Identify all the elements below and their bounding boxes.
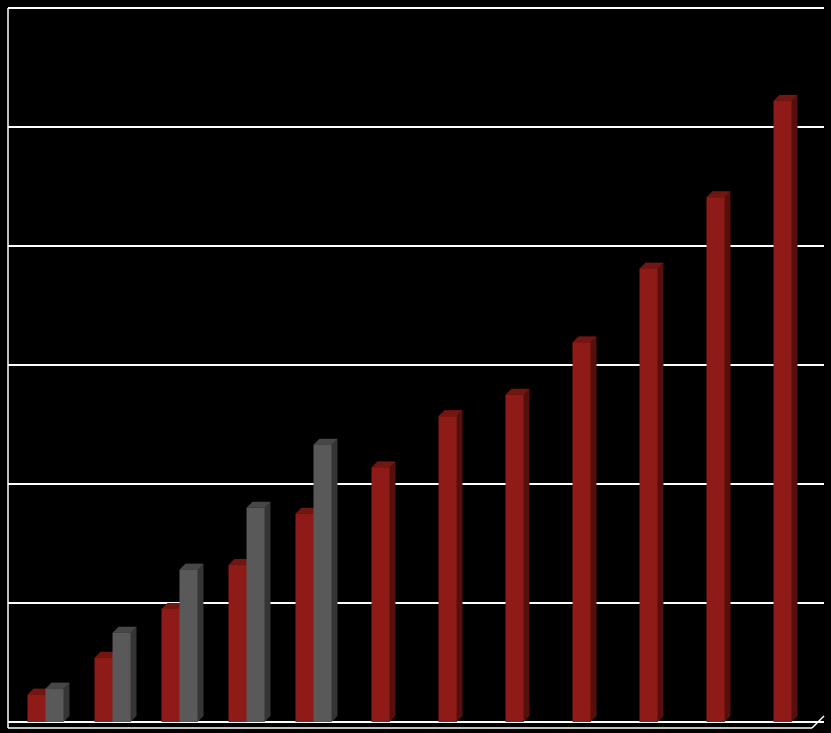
bar	[572, 336, 597, 722]
bar-front	[572, 342, 591, 722]
bar-side	[264, 501, 271, 722]
bar-front	[161, 608, 180, 722]
bar-side	[389, 461, 396, 722]
bar	[438, 410, 463, 722]
bar-side	[331, 438, 338, 722]
bar	[246, 501, 271, 722]
bar-top	[773, 94, 798, 101]
bar-top	[45, 682, 70, 689]
bar-front	[295, 513, 314, 722]
bar-front	[505, 394, 524, 722]
bar-front	[371, 467, 390, 722]
bar	[45, 682, 70, 722]
bar-side	[791, 94, 798, 722]
bar-top	[639, 262, 664, 269]
bar-top	[438, 410, 463, 417]
bar-front	[438, 416, 457, 722]
bar-front	[112, 632, 131, 722]
bar-side	[724, 191, 731, 722]
bar	[773, 94, 798, 722]
bar-top	[246, 501, 271, 508]
bar-side	[456, 410, 463, 722]
bar-front	[94, 657, 113, 722]
bar	[371, 461, 396, 722]
bar	[112, 626, 137, 722]
bar-side	[590, 336, 597, 722]
bar-front	[246, 507, 265, 722]
bar-top	[313, 438, 338, 445]
bar-side	[523, 388, 530, 722]
bar-top	[572, 336, 597, 343]
bar-top	[505, 388, 530, 395]
bar-top	[706, 191, 731, 198]
bar-front	[27, 694, 46, 722]
bar	[179, 563, 204, 722]
bar	[313, 438, 338, 722]
bar-front	[228, 564, 247, 722]
bar-side	[63, 682, 70, 722]
bar	[505, 388, 530, 722]
bar-front	[773, 100, 792, 722]
bar-front	[179, 569, 198, 722]
bar-front	[45, 688, 64, 722]
bar-top	[371, 461, 396, 468]
bar-top	[179, 563, 204, 570]
bar-front	[313, 444, 332, 722]
bar-side	[657, 262, 664, 722]
bar	[706, 191, 731, 722]
bar-front	[639, 268, 658, 722]
bar	[639, 262, 664, 722]
bar-top	[112, 626, 137, 633]
bar-front	[706, 197, 725, 722]
bar-side	[197, 563, 204, 722]
bar-side	[130, 626, 137, 722]
